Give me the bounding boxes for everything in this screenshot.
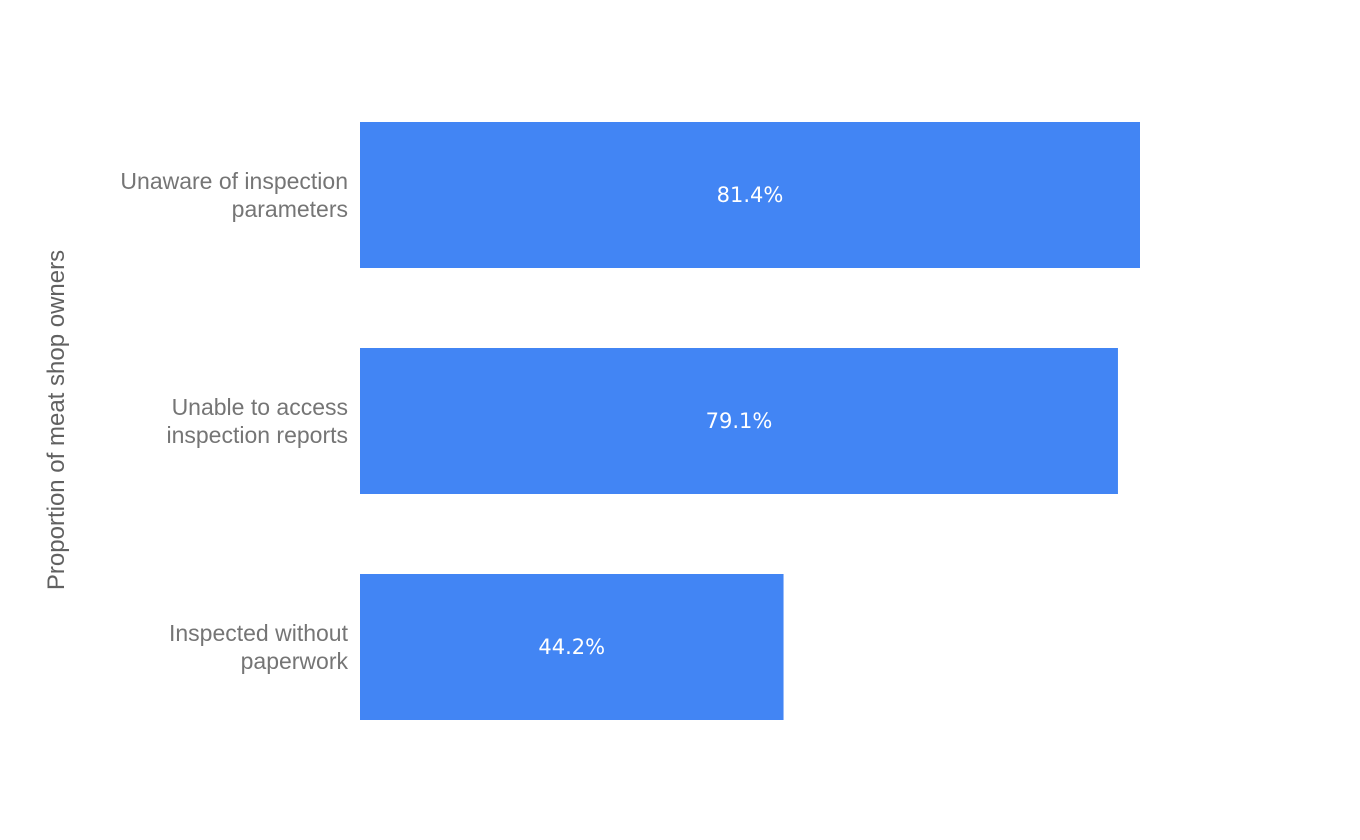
category-label-1-line-1: Unaware of inspection xyxy=(120,168,348,194)
bar-3 xyxy=(360,574,784,720)
bar-2 xyxy=(360,348,1118,494)
category-label-3-line-1: Inspected without xyxy=(169,620,349,646)
value-label-2: 79.1% xyxy=(706,409,773,433)
category-label-2-line-1: Unable to access xyxy=(172,394,348,420)
value-label-1: 81.4% xyxy=(717,183,784,207)
value-label-3: 44.2% xyxy=(538,635,605,659)
y-axis-title: Proportion of meat shop owners xyxy=(43,250,70,590)
category-label-2-line-2: inspection reports xyxy=(166,422,348,448)
category-label-3-line-2: paperwork xyxy=(241,648,349,674)
category-label-1-line-2: parameters xyxy=(232,196,348,222)
bar-1 xyxy=(360,122,1140,268)
